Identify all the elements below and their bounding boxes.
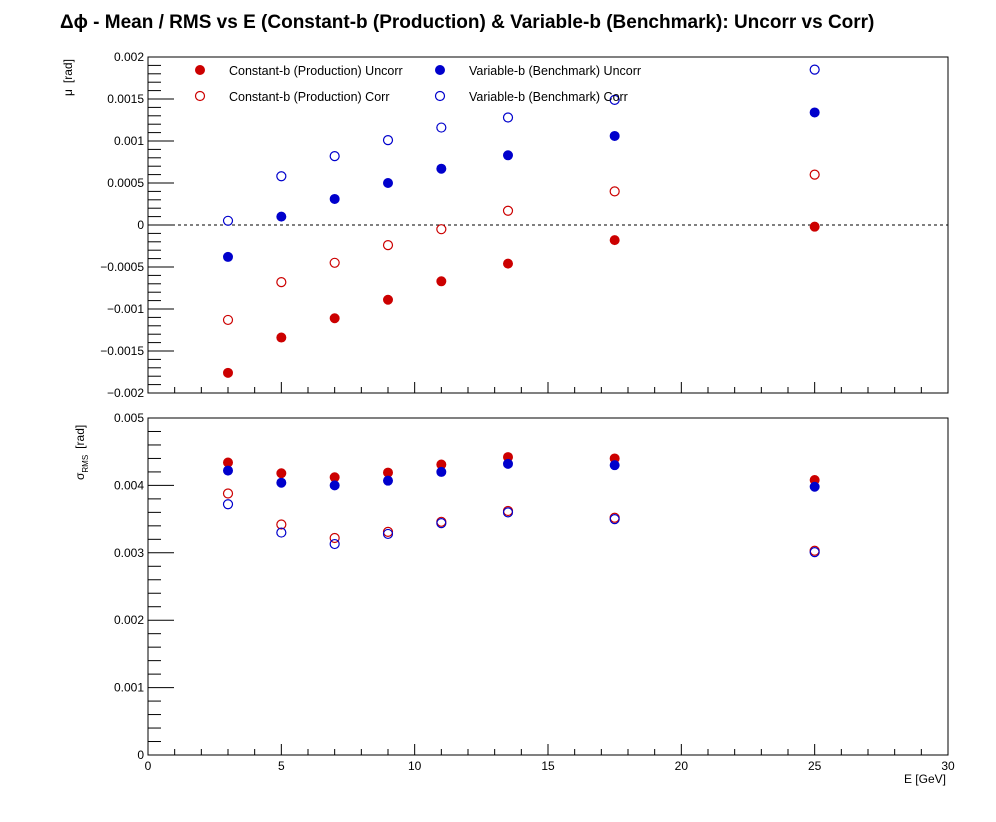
data-point-1	[609, 235, 620, 246]
y-axis-unit: [rad]	[61, 59, 75, 83]
data-point-4	[276, 527, 287, 538]
rms-panel: 0 0.001 0.002 0.003 0.004 0.005 0 5 10 15 20 25 30E …	[73, 411, 955, 786]
data-point-1	[329, 313, 340, 324]
y-tick-label: −0.002	[107, 386, 144, 400]
data-point-3	[382, 240, 394, 251]
data-point-3	[809, 169, 820, 180]
data-point-3	[329, 532, 340, 544]
data-point-3	[502, 205, 514, 216]
mean-panel: −0.002 −0.0015 −0.001 −0.0005 0 0.0005 0.001 0.…	[61, 50, 949, 400]
legend-marker	[435, 65, 445, 75]
legend-marker	[195, 65, 205, 75]
x-tick-label: 5	[278, 759, 285, 773]
data-point-2	[436, 163, 447, 174]
data-point-2	[276, 477, 287, 488]
data-point-2	[383, 475, 393, 486]
data-point-3	[276, 277, 287, 288]
y-tick-label: 0.0015	[107, 92, 144, 106]
y-tick-label: 0.001	[114, 681, 144, 695]
legend-label: Variable-b (Benchmark) Uncorr	[469, 64, 641, 78]
data-point-4	[809, 547, 820, 558]
data-point-4	[609, 513, 620, 525]
data-point-1	[503, 258, 513, 269]
data-point-2	[329, 480, 340, 491]
x-tick-label: 30	[941, 759, 955, 773]
data-point-4	[436, 518, 447, 529]
y-axis-label: σRMS [rad]	[73, 425, 90, 480]
legend-label: Constant-b (Production) Uncorr	[229, 64, 403, 78]
data-point-2	[809, 481, 820, 492]
data-point-2	[223, 251, 233, 262]
data-point-2	[503, 150, 513, 161]
data-point-4	[502, 112, 514, 123]
x-tick-label: 15	[541, 759, 555, 773]
data-point-3	[276, 519, 287, 530]
y-axis-symbol: μ	[61, 89, 75, 96]
y-tick-label: 0.0005	[107, 176, 144, 190]
data-point-2	[609, 460, 620, 471]
data-point-4	[276, 171, 287, 182]
data-point-4	[382, 528, 394, 540]
y-tick-label: −0.0005	[100, 260, 144, 274]
data-point-4	[329, 538, 340, 550]
data-point-1	[223, 367, 233, 378]
y-tick-label: −0.0015	[100, 344, 144, 358]
data-point-3	[329, 257, 340, 268]
data-point-1	[276, 332, 287, 343]
data-point-3	[609, 186, 620, 197]
data-point-2	[383, 178, 393, 188]
data-point-4	[502, 507, 514, 518]
x-tick-label: 10	[408, 759, 422, 773]
y-tick-label: −0.001	[107, 302, 144, 316]
data-point-2	[809, 107, 820, 118]
plot-frame	[147, 417, 949, 756]
data-point-4	[436, 122, 447, 133]
data-point-4	[382, 135, 394, 146]
y-tick-label: 0.002	[114, 50, 144, 64]
y-axis-symbol: σ	[73, 472, 87, 480]
x-tick-label: 20	[675, 759, 689, 773]
y-axis-unit: [rad]	[73, 425, 87, 449]
legend-label: Constant-b (Production) Corr	[229, 90, 389, 104]
y-axis-label: μ [rad]	[61, 59, 75, 96]
data-point-1	[383, 294, 393, 305]
data-point-2	[436, 466, 447, 477]
data-point-1	[809, 221, 820, 232]
data-point-2	[329, 193, 340, 204]
data-point-4	[809, 64, 820, 75]
data-point-3	[222, 488, 234, 499]
data-point-2	[276, 211, 287, 222]
data-point-4	[609, 94, 620, 105]
data-point-3	[382, 526, 394, 538]
data-point-4	[222, 215, 234, 226]
data-point-2	[503, 458, 513, 469]
y-tick-label: 0.004	[114, 478, 144, 492]
y-tick-label: 0	[137, 218, 144, 232]
y-tick-label: 0.005	[114, 411, 144, 425]
data-point-3	[222, 314, 234, 326]
chart-title: Δϕ - Mean / RMS vs E (Constant-b (Produc…	[60, 12, 874, 33]
x-tick-label: 25	[808, 759, 822, 773]
data-point-3	[436, 224, 447, 235]
y-axis-subscript: RMS	[81, 455, 90, 473]
y-tick-label: 0.002	[114, 613, 144, 627]
legend-marker	[434, 90, 446, 102]
data-point-4	[222, 499, 234, 510]
x-tick-label: 0	[145, 759, 152, 773]
data-point-2	[223, 465, 233, 476]
data-point-1	[436, 276, 447, 287]
y-tick-label: 0	[137, 748, 144, 762]
legend-marker	[194, 90, 206, 102]
y-tick-label: 0.001	[114, 134, 144, 148]
data-point-2	[609, 130, 620, 141]
data-point-4	[329, 151, 340, 162]
x-axis-label: E [GeV]	[904, 772, 946, 786]
data-point-1	[276, 468, 287, 479]
y-tick-label: 0.003	[114, 546, 144, 560]
legend-label: Variable-b (Benchmark) Corr	[469, 90, 628, 104]
